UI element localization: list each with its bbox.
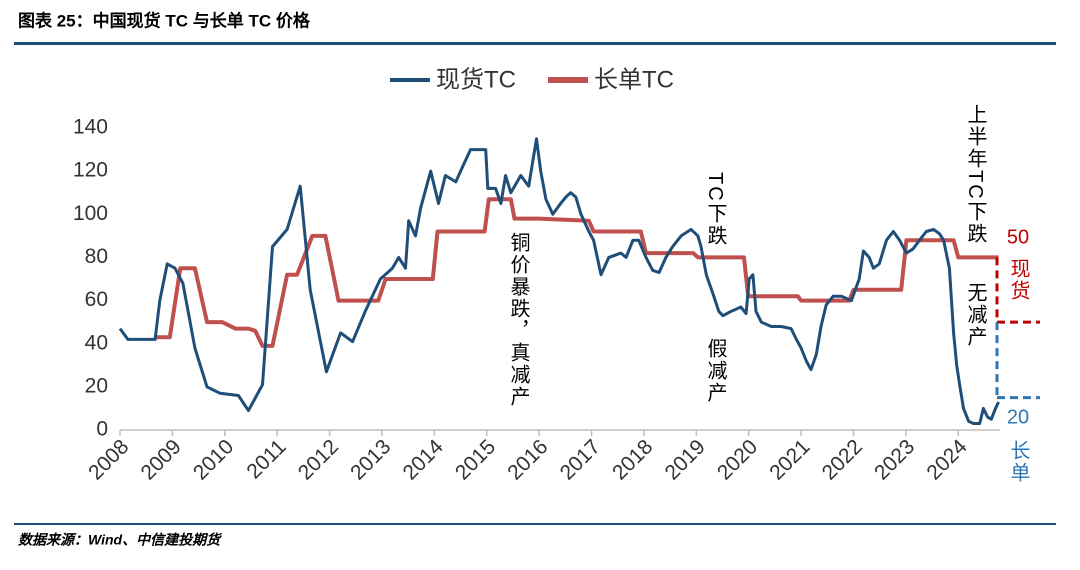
annotation: 上半年TC下跌	[964, 104, 987, 245]
annotation: 20	[1007, 406, 1029, 428]
series-line	[118, 137, 1000, 425]
chart-title: 图表 25：中国现货 TC 与长单 TC 价格	[18, 10, 311, 30]
y-tick-label: 0	[96, 418, 108, 441]
annotation: 50	[1007, 226, 1029, 248]
x-tick-label: 2021	[765, 435, 814, 484]
x-tick-label: 2008	[84, 435, 133, 484]
x-tick-label: 2012	[294, 435, 343, 484]
y-tick-label: 120	[73, 159, 108, 182]
x-tick-label: 2023	[870, 435, 919, 484]
y-tick-label: 140	[73, 116, 108, 139]
source-note: 数据来源：Wind、中信建投期货	[18, 532, 222, 548]
x-tick-label: 2019	[660, 435, 709, 484]
annotation: 现货	[1007, 258, 1030, 302]
x-tick-label: 2013	[346, 435, 395, 484]
x-tick-label: 2010	[189, 435, 238, 484]
legend-label: 现货TC	[436, 66, 516, 93]
x-tick-label: 2014	[399, 435, 449, 485]
x-tick-label: 2020	[713, 435, 762, 484]
y-tick-label: 40	[85, 331, 108, 354]
annotation: 铜价暴跌，真减产	[507, 232, 530, 408]
x-tick-label: 2018	[608, 435, 657, 484]
x-tick-label: 2015	[451, 435, 500, 484]
footer-rule	[14, 523, 1056, 525]
x-tick-label: 2011	[242, 435, 290, 483]
y-tick-label: 80	[85, 245, 108, 268]
y-tick-label: 100	[73, 202, 108, 225]
annotation: TC下跌	[704, 172, 727, 247]
y-tick-label: 20	[85, 374, 108, 397]
y-tick-label: 60	[85, 288, 108, 311]
annotation: 长单	[1007, 440, 1029, 484]
header-rule	[14, 42, 1056, 45]
x-tick-label: 2022	[818, 435, 867, 484]
x-tick-label: 2024	[922, 435, 972, 485]
x-tick-label: 2017	[556, 435, 605, 484]
series-line	[155, 197, 999, 348]
legend-label: 长单TC	[594, 66, 674, 93]
annotation: 无减产	[964, 282, 987, 348]
annotation: 假减产	[704, 338, 727, 404]
x-tick-label: 2009	[137, 435, 186, 484]
x-tick-label: 2016	[503, 435, 552, 484]
